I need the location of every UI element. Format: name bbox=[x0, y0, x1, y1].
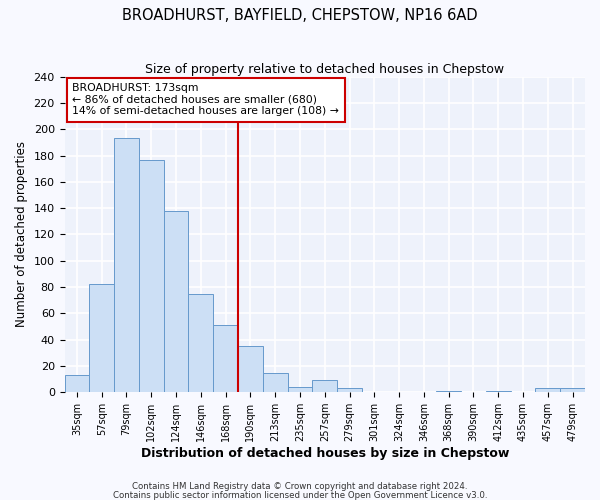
Bar bbox=[436, 391, 461, 392]
Bar bbox=[535, 388, 560, 392]
Bar bbox=[287, 387, 313, 392]
Text: BROADHURST, BAYFIELD, CHEPSTOW, NP16 6AD: BROADHURST, BAYFIELD, CHEPSTOW, NP16 6AD bbox=[122, 8, 478, 22]
Bar bbox=[560, 388, 585, 392]
Bar bbox=[263, 372, 287, 392]
Bar bbox=[188, 294, 213, 392]
Y-axis label: Number of detached properties: Number of detached properties bbox=[15, 142, 28, 328]
Bar bbox=[114, 138, 139, 392]
Bar bbox=[213, 325, 238, 392]
Title: Size of property relative to detached houses in Chepstow: Size of property relative to detached ho… bbox=[145, 62, 505, 76]
Bar bbox=[164, 211, 188, 392]
Bar bbox=[89, 284, 114, 392]
Bar bbox=[139, 160, 164, 392]
Text: BROADHURST: 173sqm
← 86% of detached houses are smaller (680)
14% of semi-detach: BROADHURST: 173sqm ← 86% of detached hou… bbox=[73, 83, 339, 116]
Text: Contains public sector information licensed under the Open Government Licence v3: Contains public sector information licen… bbox=[113, 490, 487, 500]
Bar bbox=[65, 375, 89, 392]
Text: Contains HM Land Registry data © Crown copyright and database right 2024.: Contains HM Land Registry data © Crown c… bbox=[132, 482, 468, 491]
Bar bbox=[238, 346, 263, 392]
Bar bbox=[486, 391, 511, 392]
X-axis label: Distribution of detached houses by size in Chepstow: Distribution of detached houses by size … bbox=[140, 447, 509, 460]
Bar bbox=[337, 388, 362, 392]
Bar bbox=[313, 380, 337, 392]
